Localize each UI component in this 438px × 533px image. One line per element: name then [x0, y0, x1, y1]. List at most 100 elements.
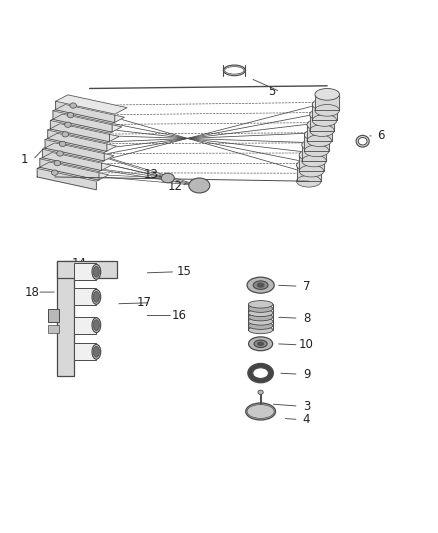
Ellipse shape [253, 281, 268, 289]
Polygon shape [48, 130, 107, 151]
Text: 3: 3 [303, 400, 310, 413]
Ellipse shape [60, 141, 66, 147]
Text: 1: 1 [20, 154, 28, 166]
Ellipse shape [253, 368, 268, 378]
Ellipse shape [189, 178, 210, 193]
Polygon shape [42, 149, 102, 171]
Ellipse shape [249, 337, 272, 351]
Ellipse shape [247, 277, 274, 293]
Polygon shape [48, 124, 119, 143]
Ellipse shape [247, 405, 274, 418]
Text: 13: 13 [144, 168, 159, 181]
Ellipse shape [297, 175, 321, 187]
Bar [74, 343, 96, 360]
Bar [48, 325, 59, 333]
Polygon shape [304, 135, 329, 151]
Ellipse shape [92, 318, 101, 333]
Ellipse shape [315, 104, 339, 116]
Polygon shape [37, 168, 96, 190]
Ellipse shape [62, 132, 69, 137]
Polygon shape [40, 152, 111, 172]
Ellipse shape [248, 318, 273, 325]
Text: 5: 5 [268, 85, 275, 98]
Ellipse shape [258, 390, 263, 394]
Ellipse shape [93, 266, 99, 277]
Polygon shape [45, 133, 117, 152]
Ellipse shape [258, 342, 264, 345]
Text: 18: 18 [25, 286, 39, 298]
Polygon shape [53, 111, 112, 132]
Ellipse shape [307, 135, 332, 147]
Bar [74, 288, 96, 305]
Ellipse shape [92, 344, 101, 359]
Polygon shape [307, 125, 332, 141]
Bar [74, 317, 96, 334]
Ellipse shape [225, 67, 244, 74]
Ellipse shape [356, 135, 369, 147]
Polygon shape [302, 145, 326, 161]
Polygon shape [299, 155, 324, 171]
Polygon shape [40, 159, 99, 180]
Text: 9: 9 [303, 368, 311, 381]
Ellipse shape [54, 160, 60, 166]
Polygon shape [56, 95, 127, 114]
Polygon shape [310, 115, 334, 131]
Ellipse shape [248, 313, 273, 321]
Ellipse shape [65, 122, 71, 127]
Ellipse shape [223, 65, 245, 76]
Polygon shape [50, 114, 122, 133]
Ellipse shape [299, 149, 324, 161]
Ellipse shape [248, 322, 273, 329]
Ellipse shape [161, 173, 174, 183]
Text: 4: 4 [303, 413, 311, 426]
Ellipse shape [302, 155, 326, 167]
Text: 17: 17 [137, 296, 152, 309]
Ellipse shape [57, 151, 63, 156]
Ellipse shape [297, 159, 321, 171]
Ellipse shape [248, 309, 273, 317]
Ellipse shape [52, 170, 58, 175]
Ellipse shape [248, 305, 273, 312]
Polygon shape [50, 120, 110, 142]
Ellipse shape [92, 289, 101, 304]
Text: 6: 6 [377, 130, 385, 142]
Ellipse shape [246, 403, 276, 420]
Ellipse shape [310, 125, 334, 136]
Bar [57, 261, 117, 278]
Text: 12: 12 [168, 180, 183, 193]
Ellipse shape [315, 88, 339, 100]
Ellipse shape [248, 301, 273, 308]
Ellipse shape [304, 145, 329, 157]
Ellipse shape [310, 109, 334, 120]
Text: 14: 14 [71, 257, 86, 270]
Bar [48, 309, 59, 322]
Polygon shape [53, 104, 124, 124]
Text: 10: 10 [299, 338, 314, 351]
Ellipse shape [312, 115, 337, 126]
Text: 15: 15 [177, 265, 191, 278]
Ellipse shape [248, 326, 273, 334]
Ellipse shape [257, 283, 264, 287]
Ellipse shape [70, 103, 76, 108]
Bar [74, 263, 96, 280]
Ellipse shape [93, 292, 99, 302]
Polygon shape [37, 162, 109, 181]
Polygon shape [45, 140, 104, 161]
Ellipse shape [299, 165, 324, 177]
Ellipse shape [304, 129, 329, 141]
Bar [57, 261, 74, 376]
Ellipse shape [254, 340, 267, 348]
Text: 7: 7 [303, 280, 311, 293]
Polygon shape [56, 101, 115, 123]
Ellipse shape [302, 139, 326, 151]
Ellipse shape [307, 119, 332, 131]
Polygon shape [312, 104, 337, 120]
Ellipse shape [248, 364, 273, 383]
Polygon shape [297, 165, 321, 181]
Polygon shape [42, 143, 114, 162]
Ellipse shape [358, 138, 367, 145]
Ellipse shape [67, 112, 74, 118]
Text: 16: 16 [172, 309, 187, 322]
Text: 8: 8 [303, 312, 310, 325]
Ellipse shape [93, 320, 99, 330]
